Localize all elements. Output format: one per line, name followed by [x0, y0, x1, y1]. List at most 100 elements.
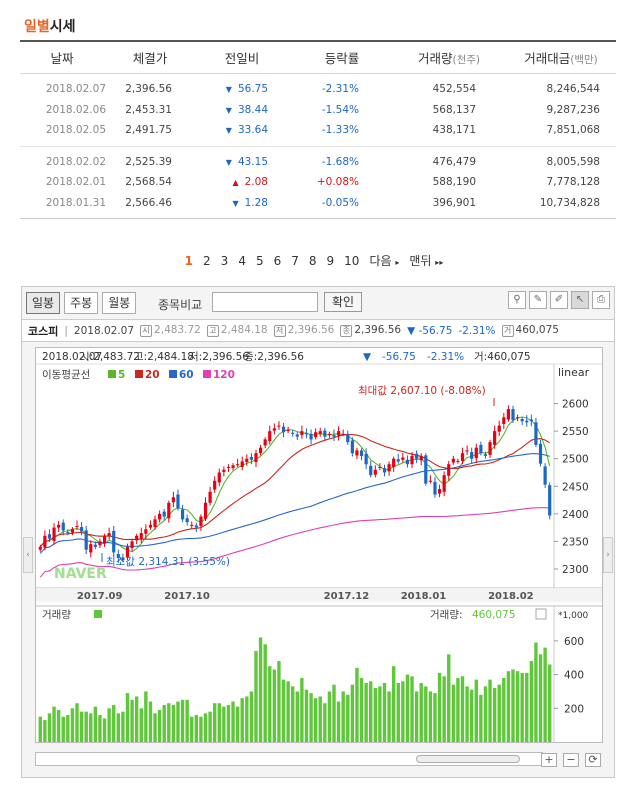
volume-bar: [313, 698, 318, 742]
quote-low: 저 2,396.56: [273, 324, 334, 337]
print-icon[interactable]: ⎙: [592, 291, 610, 309]
volume-bar: [525, 672, 529, 742]
candle-body: [493, 431, 497, 445]
candle-body: [176, 494, 180, 509]
volume-bar: [52, 706, 56, 742]
candle-body: [272, 428, 276, 431]
volume-value: 460,075: [472, 609, 515, 621]
page-link[interactable]: 1: [184, 254, 194, 268]
candle-body: [369, 465, 373, 476]
chart-scrollbar[interactable]: [35, 752, 543, 766]
scroll-left-icon[interactable]: ‹: [23, 537, 33, 573]
last-page-link[interactable]: 맨뒤 ▸▸: [409, 254, 444, 268]
page-link[interactable]: 2: [203, 254, 211, 268]
tab-period[interactable]: 일봉: [26, 292, 61, 314]
row-volume: 588,190: [432, 176, 476, 189]
volume-bar: [437, 672, 442, 742]
volume-bar: [93, 706, 98, 742]
volume-tick-label: 600: [564, 636, 584, 648]
volume-bar: [506, 671, 511, 742]
ma-legend-item: 5: [118, 369, 125, 381]
info-low: 저:2,396.56: [189, 351, 249, 363]
confirm-button[interactable]: 확인: [324, 292, 362, 312]
candle-body: [538, 443, 543, 464]
candle-body: [231, 465, 235, 469]
candle-body: [112, 530, 116, 553]
volume-bar: [295, 691, 299, 742]
y-tick-label: 2550: [562, 426, 589, 438]
row-volume: 476,479: [432, 155, 476, 168]
scroll-right-icon[interactable]: ›: [603, 537, 613, 573]
page-link[interactable]: 9: [326, 254, 335, 268]
candle-body: [323, 430, 327, 437]
volume-tick-label: 400: [564, 670, 584, 682]
candle-body: [451, 458, 455, 463]
candle-body: [139, 533, 143, 539]
volume-bar: [515, 671, 520, 742]
volume-bar: [538, 654, 543, 742]
header-date: 날짜: [50, 51, 74, 66]
page-link[interactable]: 4: [238, 254, 246, 268]
pointer-icon[interactable]: ✐: [550, 291, 568, 309]
candle-body: [47, 534, 52, 539]
zoom-out-icon[interactable]: −: [563, 753, 579, 767]
tab-period[interactable]: 주봉: [64, 292, 99, 314]
volume-bar: [387, 691, 391, 742]
quote-rate: -2.31%: [458, 324, 496, 337]
volume-bar: [332, 684, 336, 742]
page-link[interactable]: 5: [255, 254, 264, 268]
candle-body: [332, 434, 336, 437]
volume-bar: [428, 691, 433, 742]
pagination: 1 2 3 4 5 6 7 8 9 10 다음 ▸ 맨뒤 ▸▸: [0, 252, 628, 269]
row-amount: 10,734,828: [539, 196, 600, 209]
crosshair-icon[interactable]: ↖: [571, 291, 589, 309]
page-link[interactable]: 3: [220, 254, 229, 268]
next-page-link[interactable]: 다음 ▸: [369, 254, 400, 268]
page-link[interactable]: 10: [344, 254, 360, 268]
down-triangle-icon: ▼: [225, 126, 232, 136]
candle-body: [346, 434, 350, 443]
volume-bar: [176, 701, 180, 742]
volume-bar: [373, 688, 378, 742]
tab-period[interactable]: 월봉: [102, 292, 137, 314]
row-close: 2,396.56: [125, 83, 172, 96]
volume-bar: [89, 713, 93, 742]
min-annotation: 최소값 2,314.31 (3.55%): [106, 556, 230, 568]
volume-bar: [263, 644, 267, 742]
candle-body: [424, 455, 428, 484]
volume-tick-label: 200: [564, 703, 584, 715]
indicator-icon[interactable]: ⚲: [508, 291, 526, 309]
refresh-icon[interactable]: ⟳: [585, 753, 601, 767]
candle-body: [162, 511, 166, 517]
volume-bar: [268, 666, 272, 742]
volume-bar: [327, 691, 332, 742]
info-date: 2018.02.07: [42, 351, 102, 363]
volume-bar: [401, 681, 405, 742]
volume-bar: [364, 683, 368, 742]
volume-bar: [277, 661, 281, 742]
candle-body: [314, 432, 318, 438]
compare-input[interactable]: [212, 292, 318, 312]
page-link[interactable]: 7: [291, 254, 299, 268]
candle-body: [84, 530, 88, 550]
down-triangle-icon: ▼: [225, 85, 232, 95]
volume-bar: [369, 681, 373, 742]
draw-icon[interactable]: ✎: [529, 291, 547, 309]
candle-body: [488, 442, 492, 455]
scrollbar-thumb[interactable]: [416, 755, 520, 763]
row-volume: 396,901: [432, 196, 476, 209]
chart-panel: 일봉 주봉 월봉 종목비교 확인 ⚲ ✎ ✐ ↖ ⎙ 코스피 | 2018.02.0…: [21, 286, 615, 778]
volume-bar: [447, 654, 451, 742]
row-change: ▼ 38.44: [225, 103, 268, 116]
row-volume: 568,137: [432, 103, 476, 116]
ma-legend-label: 이동평균선: [42, 369, 90, 381]
price-chart[interactable]: 2018.02.07 시:2,483.72 고:2,484.18 저:2,396.56…: [35, 347, 603, 743]
row-date: 2018.02.07: [45, 83, 106, 96]
page-link[interactable]: 6: [273, 254, 282, 268]
row-change: ▼ 43.15: [225, 155, 268, 168]
x-tick-label: 2017.09: [77, 591, 123, 602]
candle-body: [502, 417, 506, 424]
zoom-in-icon[interactable]: +: [541, 753, 557, 767]
info-change: -56.75: [382, 351, 416, 363]
page-link[interactable]: 8: [308, 254, 317, 268]
